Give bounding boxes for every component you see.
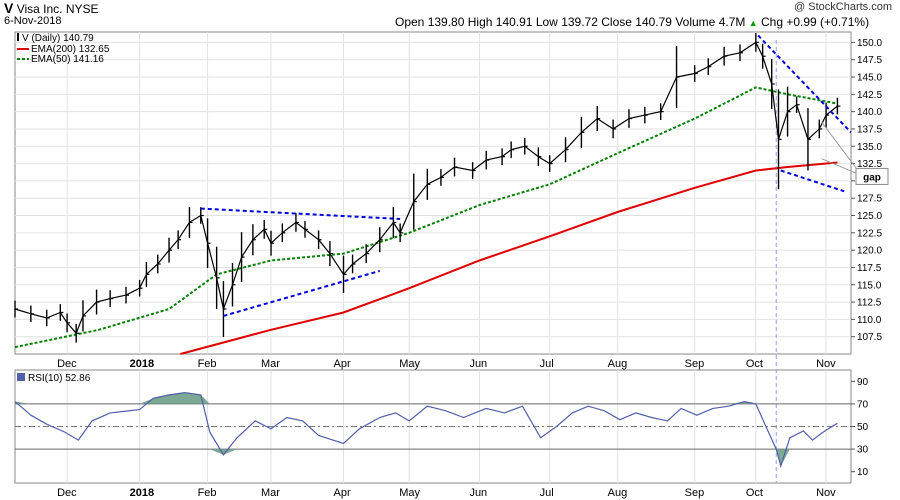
ema50-legend-label: EMA(50) 141.16 (31, 54, 104, 65)
rsi-x-axis-label: Sep (685, 487, 705, 499)
ohlc-low-value: 139.72 (561, 15, 598, 29)
price-tick-label: 142.5 (857, 90, 882, 101)
price-tick-label: 132.5 (857, 159, 882, 170)
ohlc-high-label: High (467, 15, 493, 29)
x-axis-label: Apr (334, 358, 351, 370)
rsi-x-axis-label: Jul (540, 487, 554, 499)
x-axis-label: Nov (816, 358, 836, 370)
price-tick-label: 145.0 (857, 73, 882, 84)
ohlc-close-label: Close (601, 15, 632, 29)
price-tick-label: 140.0 (857, 107, 882, 118)
gap-pointer-line (821, 158, 859, 175)
x-axis-label: May (399, 358, 420, 370)
ohlc-change-label: Chg (760, 15, 783, 29)
price-tick-label: 112.5 (857, 298, 882, 309)
x-axis-label: Jul (540, 358, 554, 370)
rsi-tick-label: 10 (857, 467, 869, 478)
ohlc-volume-label: Volume (675, 15, 716, 29)
rsi-x-axis-label: Feb (198, 487, 217, 499)
x-axis-label: Dec (57, 358, 77, 370)
rsi-x-axis-label: Jun (469, 487, 487, 499)
trendline (223, 269, 381, 317)
x-axis-label: Feb (198, 358, 217, 370)
trendline (200, 207, 401, 220)
rsi-tick-label: 90 (857, 377, 869, 388)
rsi-x-axis-label: 2018 (130, 487, 154, 499)
x-axis-label: Aug (608, 358, 628, 370)
rsi-overbought-fill (15, 392, 838, 404)
ohlc-volume-value: 4.7M (718, 15, 746, 29)
price-tick-label: 110.0 (857, 315, 882, 326)
x-axis-label: Oct (746, 358, 763, 370)
rsi-oversold-fill (15, 449, 838, 467)
price-tick-label: 117.5 (857, 263, 882, 274)
up-triangle-icon: ▲ (748, 18, 758, 28)
price-tick-label: 107.5 (857, 332, 882, 343)
price-tick-label: 135.0 (857, 142, 882, 153)
ohlc-readout: Open 139.80 High 140.91 Low 139.72 Close… (395, 15, 869, 29)
rsi-x-axis-label: Apr (334, 487, 351, 499)
watermark: @ StockCharts.com (794, 1, 892, 13)
ohlc-low-label: Low (535, 15, 558, 29)
ohlc-open-label: Open (395, 15, 425, 29)
rsi-legend-swatch (17, 373, 25, 381)
rsi-line (14, 391, 838, 469)
ema200-line (180, 161, 838, 355)
x-axis-label: Mar (261, 358, 280, 370)
ohlc-change-value: +0.99 (+0.71%) (786, 15, 870, 29)
chart-date: 6-Nov-2018 (4, 15, 62, 27)
ohlc-close-value: 140.79 (635, 15, 672, 29)
ohlc-high-value: 140.91 (495, 15, 533, 29)
price-tick-label: 137.5 (857, 124, 882, 135)
rsi-tick-label: 50 (857, 422, 869, 433)
price-tick-label: 147.5 (857, 55, 882, 66)
trendline (757, 34, 852, 134)
price-tick-label: 115.0 (857, 280, 882, 291)
gap-label: gap (863, 172, 881, 183)
rsi-x-axis-label: Oct (746, 487, 763, 499)
gap-label-box (855, 167, 889, 185)
symbol: V (4, 0, 14, 16)
price-tick-label: 125.0 (857, 211, 882, 222)
price-panel (14, 31, 852, 355)
gap-pointer-line (821, 121, 859, 171)
ema200-legend-label: EMA(200) 132.65 (31, 44, 110, 55)
price-legend-label: V (Daily) 140.79 (22, 33, 94, 44)
rsi-x-axis-label: Dec (57, 487, 77, 499)
x-axis-label: Jun (469, 358, 487, 370)
rsi-x-axis-label: Mar (261, 487, 280, 499)
symbol-title: V Visa Inc. NYSE (4, 0, 99, 16)
x-axis-label: 2018 (130, 358, 154, 370)
price-legend-swatch (17, 33, 19, 41)
price-tick-label: 122.5 (857, 228, 882, 239)
price-tick-label: 120.0 (857, 246, 882, 257)
price-tick-label: 127.5 (857, 194, 882, 205)
x-axis-label: Sep (685, 358, 705, 370)
rsi-x-axis-label: May (399, 487, 420, 499)
ema50-line (14, 86, 838, 349)
rsi-x-axis-label: Aug (608, 487, 628, 499)
rsi-tick-label: 70 (857, 399, 869, 410)
rsi-legend-label: RSI(10) 52.86 (28, 373, 91, 384)
rsi-x-axis-label: Nov (816, 487, 836, 499)
ohlc-open-value: 139.80 (427, 15, 465, 29)
rsi-tick-label: 30 (857, 445, 869, 456)
exchange: NYSE (65, 2, 99, 16)
company-name: Visa Inc. (16, 2, 63, 16)
price-tick-label: 150.0 (857, 38, 882, 49)
